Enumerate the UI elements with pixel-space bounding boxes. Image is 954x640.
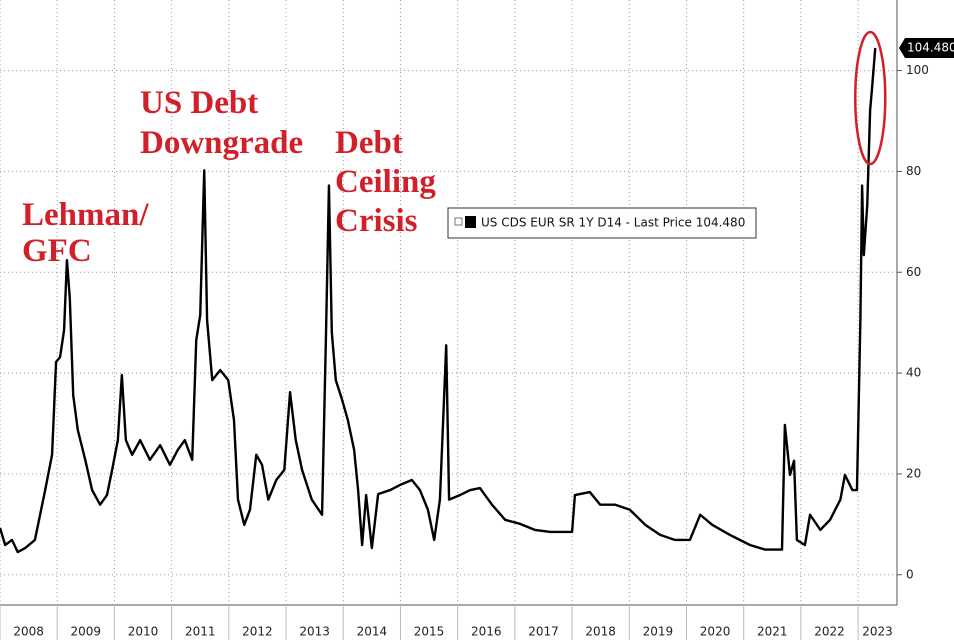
annotation: Downgrade — [140, 125, 303, 161]
x-tick-label: 2023 — [862, 625, 893, 639]
y-tick-label: 20 — [906, 466, 921, 480]
price-tag — [899, 37, 954, 58]
y-tick-label: 60 — [906, 265, 921, 279]
x-tick-label: 2022 — [814, 625, 845, 639]
x-tick-label: 2018 — [585, 625, 616, 639]
legend: US CDS EUR SR 1Y D14 - Last Price 104.48… — [447, 207, 757, 239]
annotation: Lehman/ — [22, 197, 149, 233]
y-tick-label: 0 — [906, 567, 914, 581]
x-tick-label: 2012 — [242, 625, 273, 639]
x-tick-label: 2019 — [643, 625, 674, 639]
annotation: US Debt — [140, 85, 258, 121]
legend-swatch — [465, 216, 476, 228]
x-tick-label: 2009 — [71, 625, 102, 639]
y-tick-label: 80 — [906, 164, 921, 178]
x-tick-label: 2014 — [357, 625, 388, 639]
x-tick-label: 2020 — [700, 625, 731, 639]
x-tick-label: 2015 — [414, 625, 445, 639]
x-tick-label: 2016 — [471, 625, 502, 639]
x-tick-label: 2011 — [185, 625, 216, 639]
x-tick-label: 2008 — [13, 625, 44, 639]
annotation: Debt — [335, 125, 403, 161]
y-tick-label: 100 — [906, 63, 929, 77]
x-tick-label: 2010 — [128, 625, 159, 639]
x-tick-label: 2013 — [299, 625, 330, 639]
line-series — [0, 47, 877, 554]
highlight-ellipse — [854, 30, 887, 166]
annotation: Ceiling — [335, 164, 436, 200]
legend-toggle — [454, 217, 463, 226]
x-tick-label: 2021 — [757, 625, 788, 639]
x-tick-label: 2017 — [528, 625, 559, 639]
annotation: GFC — [22, 233, 92, 269]
annotation: Crisis — [335, 203, 418, 239]
legend-box — [447, 207, 757, 239]
y-tick-label: 40 — [906, 366, 921, 380]
legend-label: US CDS EUR SR 1Y D14 - Last Price 104.48… — [481, 216, 745, 230]
price-tag-label: 104.480 — [907, 40, 954, 54]
